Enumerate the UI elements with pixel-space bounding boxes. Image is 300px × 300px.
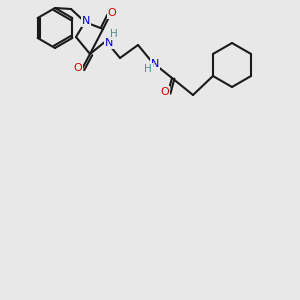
Text: O: O bbox=[74, 63, 82, 73]
Text: H: H bbox=[110, 29, 118, 39]
Text: N: N bbox=[82, 16, 90, 26]
Text: O: O bbox=[160, 87, 169, 97]
Text: N: N bbox=[105, 38, 113, 48]
Text: O: O bbox=[108, 8, 116, 18]
Text: N: N bbox=[151, 59, 159, 69]
Text: H: H bbox=[144, 64, 152, 74]
